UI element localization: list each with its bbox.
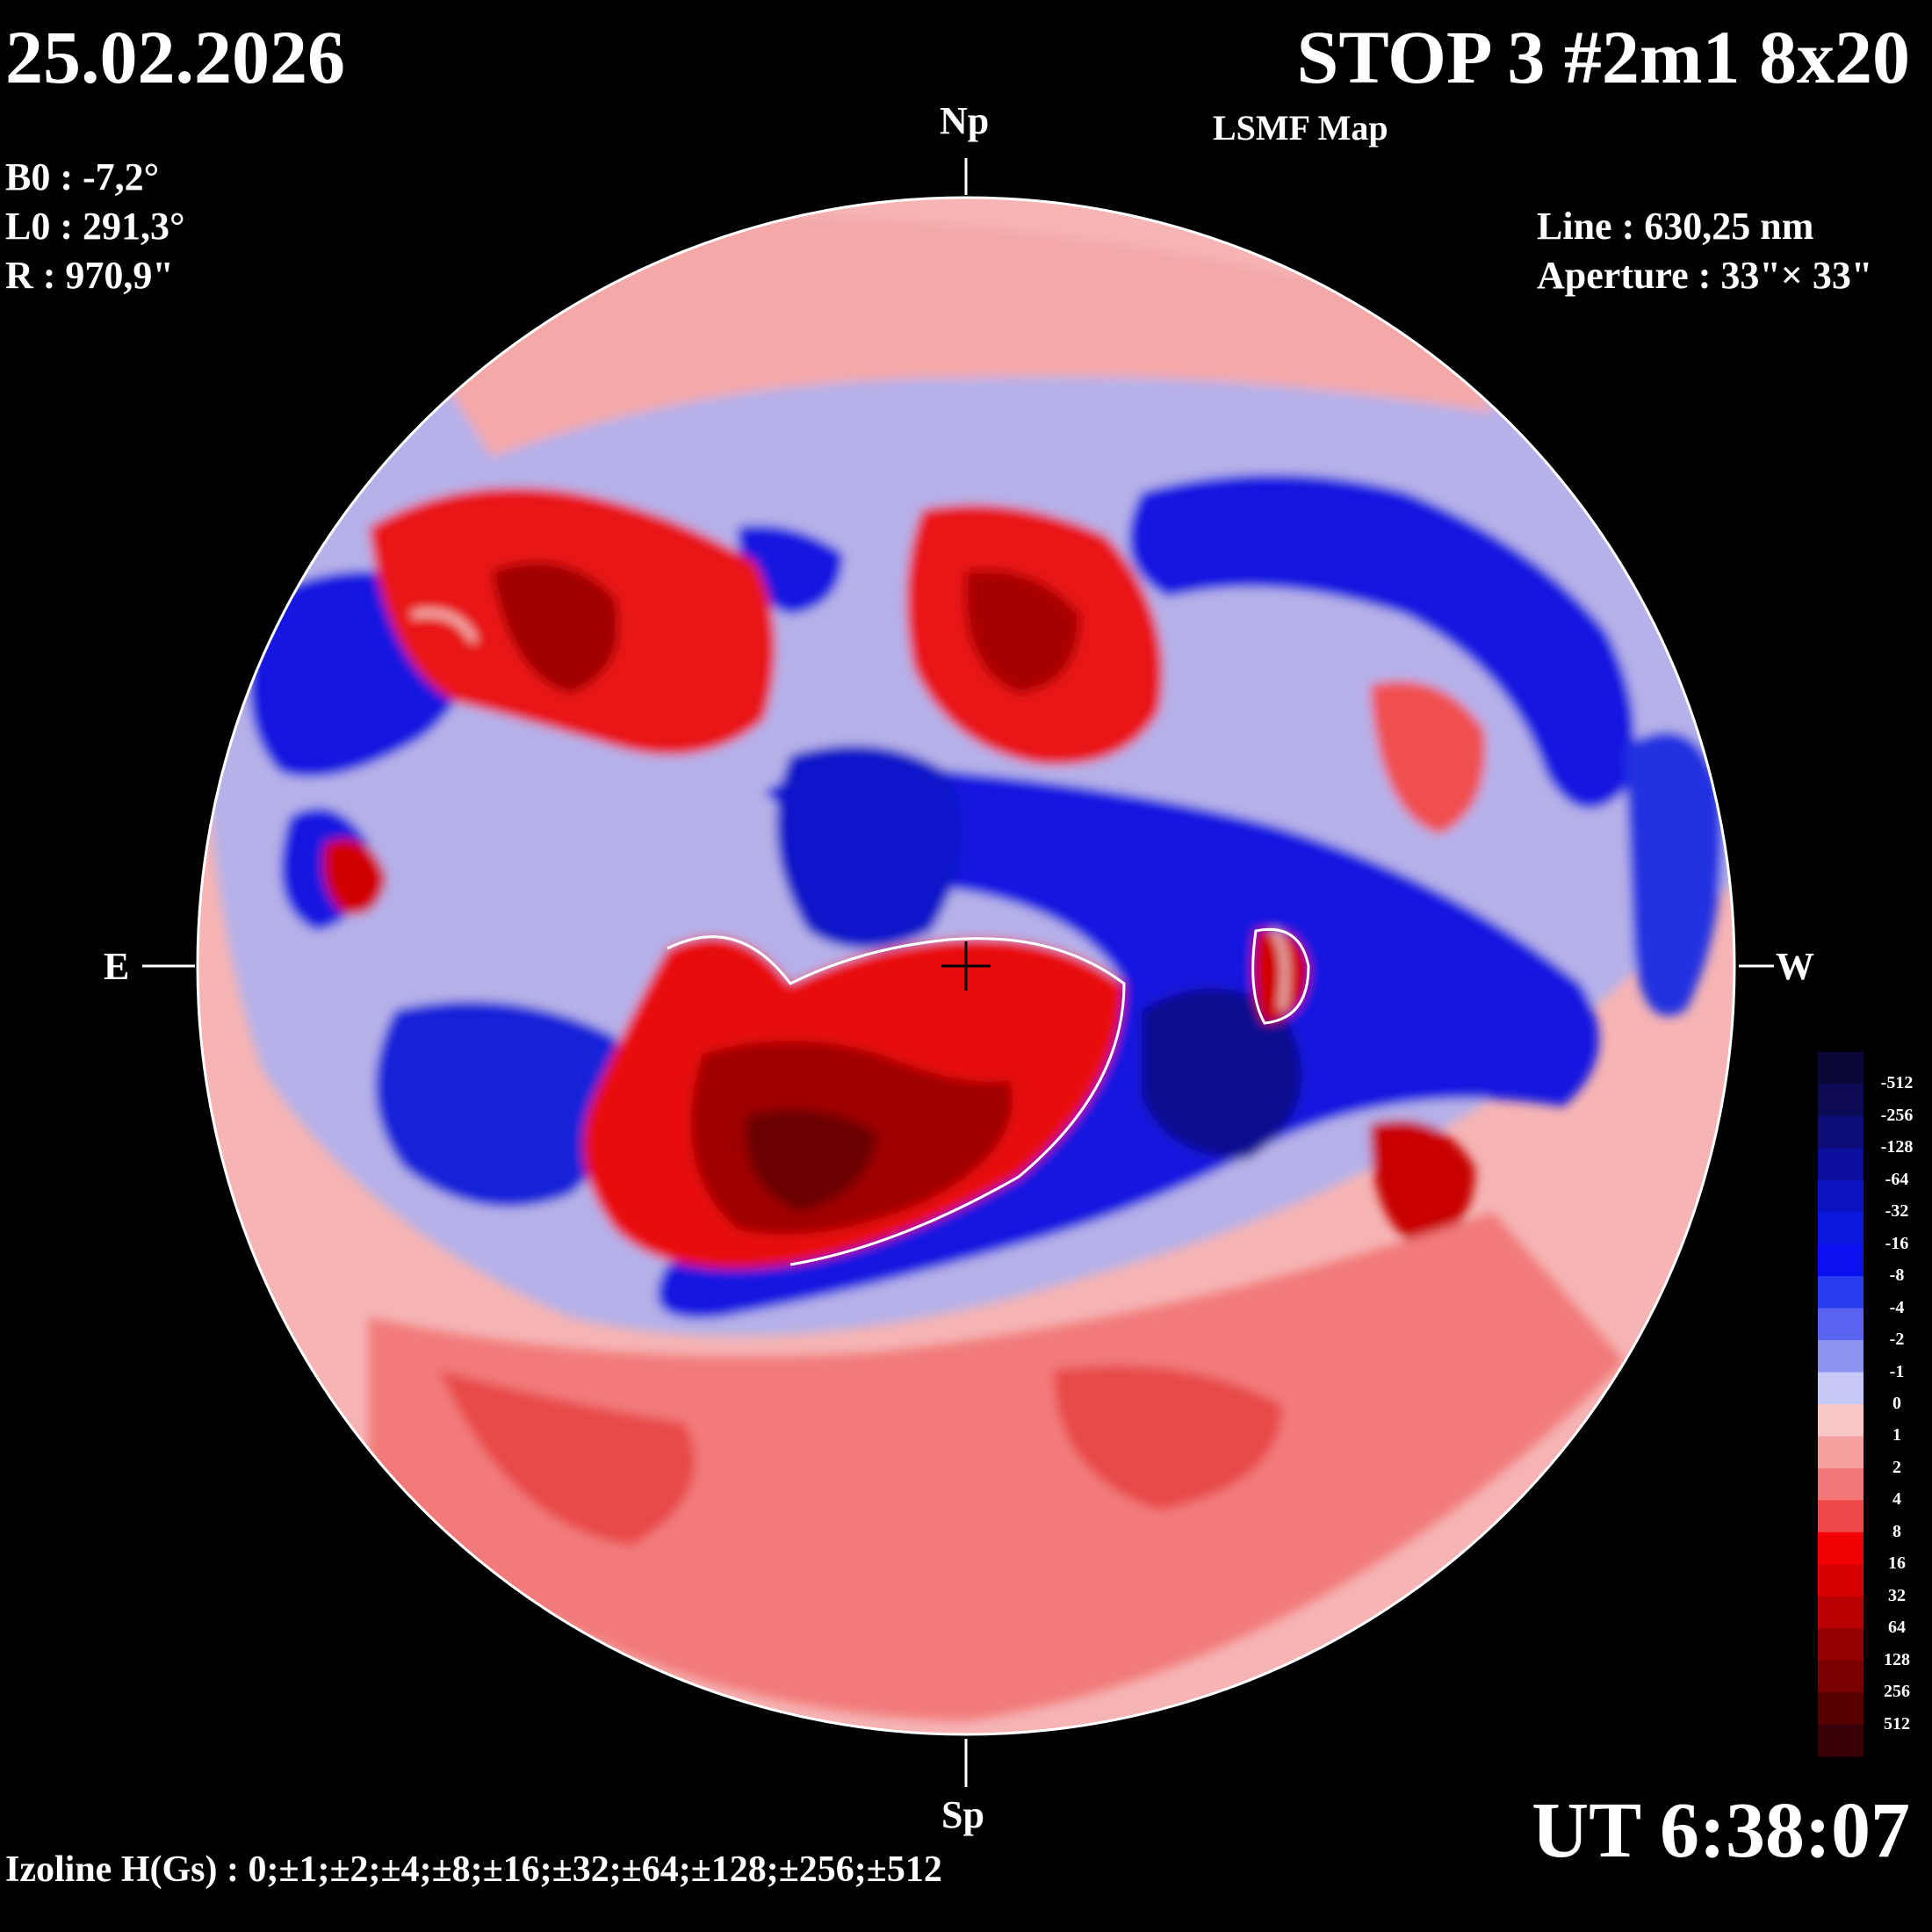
colorbar-swatch	[1818, 1276, 1864, 1309]
colorbar-label: 0	[1892, 1394, 1901, 1413]
weak-positive-south	[369, 1212, 1625, 1721]
east-label: E	[104, 945, 130, 988]
negative-arc-north	[1128, 474, 1635, 809]
r-param: R : 970,9"	[5, 254, 174, 297]
map-title: STOP 3 #2m1 8x20	[1296, 15, 1910, 99]
ut-time: UT 6:38:07	[1532, 1787, 1910, 1874]
colorbar-label: 128	[1884, 1649, 1910, 1669]
colorbar-swatch	[1818, 1436, 1864, 1469]
colorbar-label: -512	[1880, 1073, 1914, 1093]
colorbar-swatch	[1818, 1372, 1864, 1405]
colorbar-label: 64	[1888, 1618, 1906, 1638]
b0-param: B0 : -7,2°	[5, 155, 160, 198]
colorbar-swatch	[1818, 1052, 1864, 1085]
colorbar-label: 8	[1892, 1521, 1901, 1541]
colorbar-swatch	[1818, 1084, 1864, 1117]
izoline-legend: Izoline H(Gs) : 0;±1;±2;±4;±8;±16;±32;±6…	[5, 1849, 942, 1890]
colorbar-swatch	[1818, 1532, 1864, 1565]
negative-arc	[657, 767, 1599, 1319]
colorbar-label: -64	[1885, 1169, 1909, 1189]
colorbar-swatch	[1818, 1467, 1864, 1501]
colorbar-label: 32	[1888, 1585, 1906, 1605]
colorbar-swatch	[1818, 1500, 1864, 1533]
colorbar-swatch	[1818, 1308, 1864, 1341]
weak-positive-north	[369, 215, 1493, 458]
colorbar-label: 1	[1892, 1425, 1901, 1445]
colorbar-swatch	[1818, 1596, 1864, 1629]
colorbar-swatch	[1818, 1692, 1864, 1726]
colorbar-label: 256	[1884, 1682, 1910, 1702]
center-crosshair	[941, 941, 991, 991]
colorbar-swatch	[1818, 1244, 1864, 1277]
compass-ticks	[142, 158, 1774, 1787]
colorbar-swatch	[1818, 1179, 1864, 1213]
disk-outline	[196, 196, 1736, 1736]
colorbar-swatch	[1818, 1212, 1864, 1245]
colorbar-swatch	[1818, 1724, 1864, 1757]
colorbar-label: 4	[1892, 1489, 1901, 1510]
solar-disk	[198, 198, 1734, 1734]
colorbar-label: -8	[1889, 1265, 1905, 1286]
colorbar-label: -4	[1889, 1297, 1905, 1317]
positive-spot-west	[1252, 929, 1308, 1023]
colorbar-label: 2	[1892, 1457, 1901, 1477]
colorbar-swatch	[1818, 1404, 1864, 1437]
colorbar-label: -32	[1885, 1201, 1909, 1222]
colorbar-label: 512	[1884, 1713, 1910, 1734]
colorbar-label: -16	[1885, 1233, 1909, 1253]
line-param: Line : 630,25 nm	[1537, 205, 1814, 248]
map-subtitle: LSMF Map	[1213, 108, 1388, 148]
colorbar-label: -2	[1889, 1330, 1905, 1350]
observation-date: 25.02.2026	[5, 15, 345, 99]
colorbar-swatch	[1818, 1660, 1864, 1693]
colorbar-label: 16	[1888, 1554, 1906, 1574]
colorbar-swatch	[1818, 1628, 1864, 1662]
north-pole-label: Np	[940, 99, 990, 142]
colorbar-label: -256	[1880, 1105, 1914, 1125]
aperture-param: Aperture : 33"× 33"	[1537, 254, 1873, 297]
colorbar-swatch	[1818, 1148, 1864, 1181]
colorbar-swatch	[1818, 1564, 1864, 1597]
l0-param: L0 : 291,3°	[5, 205, 185, 248]
south-pole-label: Sp	[941, 1793, 984, 1836]
colorbar	[1818, 1052, 1864, 1757]
colorbar-swatch	[1818, 1340, 1864, 1373]
colorbar-label: -128	[1880, 1137, 1914, 1157]
colorbar-swatch	[1818, 1115, 1864, 1149]
colorbar-label: -1	[1889, 1361, 1905, 1381]
west-label: W	[1776, 945, 1814, 988]
